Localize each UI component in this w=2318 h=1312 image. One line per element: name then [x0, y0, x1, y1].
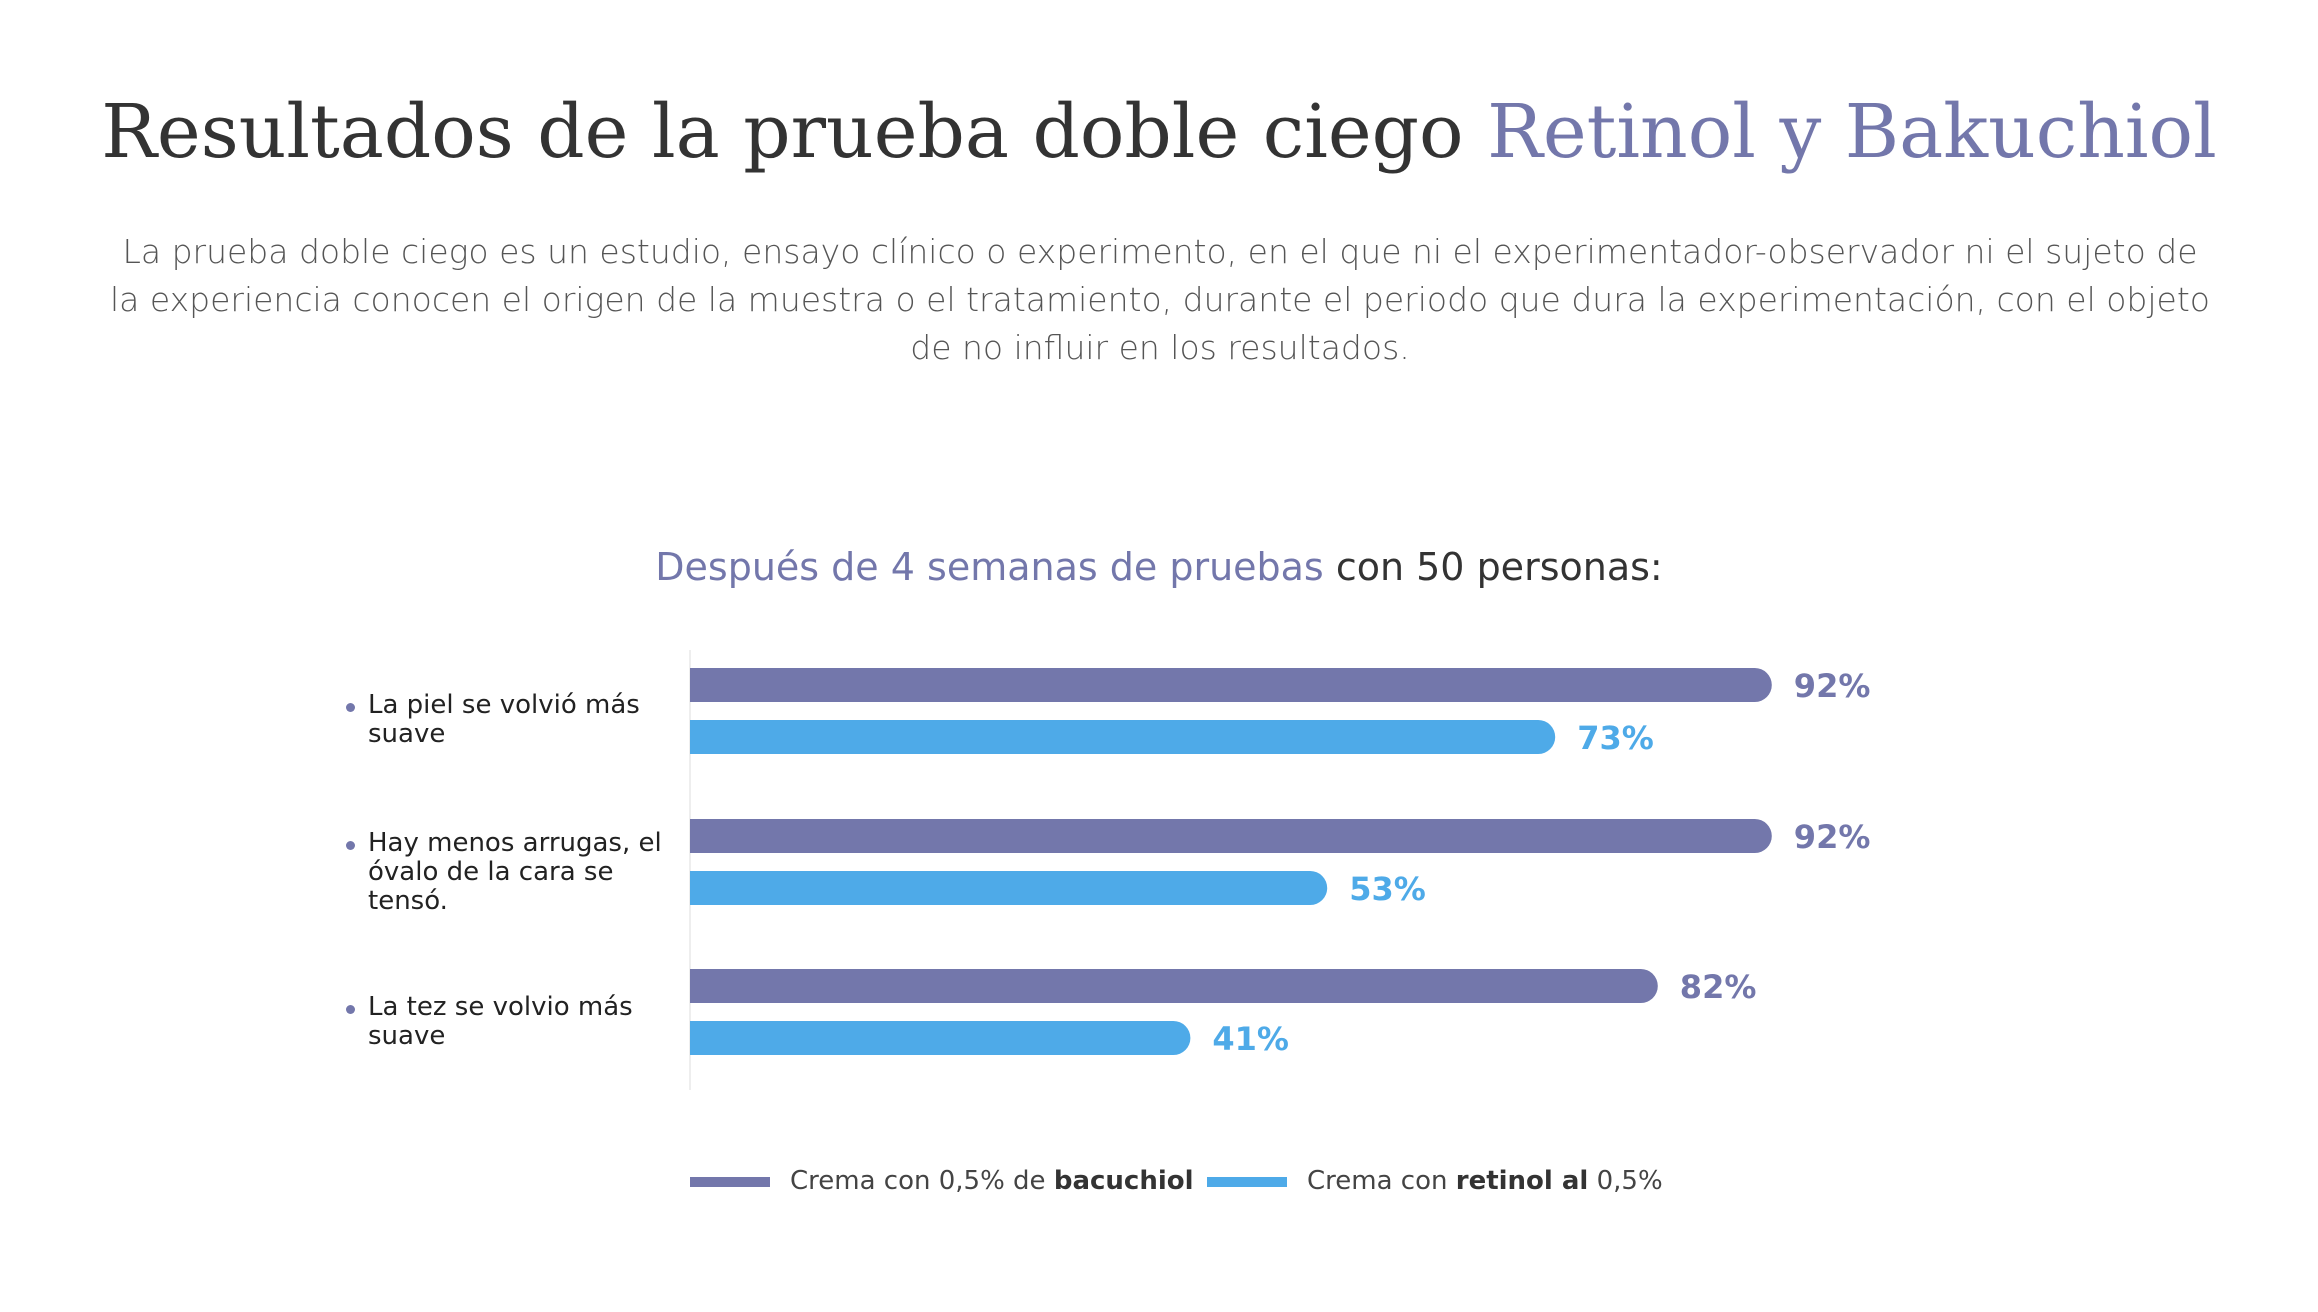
title-accent: Retinol y Bakuchiol — [1487, 89, 2217, 175]
data-label-retinol-0: 73% — [1577, 719, 1654, 757]
data-label-retinol-1: 53% — [1349, 870, 1426, 908]
bar-bakuchiol-1 — [690, 819, 1772, 853]
bar-left-cap — [690, 969, 724, 1003]
page-title: Resultados de la prueba doble ciego Reti… — [0, 89, 2318, 175]
bar-bakuchiol-2 — [690, 969, 1658, 1003]
bar-left-cap — [690, 668, 724, 702]
legend-item-bakuchiol: Crema con 0,5% de bacuchiol — [690, 1166, 1194, 1196]
bar-left-cap — [690, 1021, 724, 1055]
legend-swatch-retinol — [1207, 1176, 1287, 1187]
chart-heading-accent: Después de 4 semanas de pruebas — [655, 545, 1324, 589]
legend-item-retinol: Crema con retinol al 0,5% — [1207, 1166, 1663, 1196]
bullet-dot — [346, 1005, 355, 1014]
bar-bakuchiol-0 — [690, 668, 1772, 702]
bullet-dot — [346, 841, 355, 850]
category-label-complexion-softer: La tez se volvio más suave — [346, 993, 676, 1051]
data-label-bakuchiol-1: 92% — [1794, 818, 1871, 856]
bar-left-cap — [690, 720, 724, 754]
bar-retinol-2 — [690, 1021, 1191, 1055]
chart-heading: Después de 4 semanas de pruebas con 50 p… — [0, 545, 2318, 589]
intro-paragraph: La prueba doble ciego es un estudio, ens… — [110, 232, 2210, 367]
data-label-bakuchiol-0: 92% — [1794, 667, 1871, 705]
bar-retinol-1 — [690, 871, 1328, 905]
legend-swatch-bakuchiol — [690, 1176, 770, 1187]
bar-retinol-0 — [690, 720, 1556, 754]
bullet-dot — [346, 703, 355, 712]
bar-left-cap — [690, 819, 724, 853]
data-label-retinol-2: 41% — [1212, 1020, 1289, 1058]
category-label-skin-softer: La piel se volvió más suave — [346, 691, 676, 749]
bar-left-cap — [690, 871, 724, 905]
data-label-bakuchiol-2: 82% — [1680, 968, 1757, 1006]
chart-heading-rest: con 50 personas: — [1335, 545, 1663, 589]
title-main: Resultados de la prueba doble ciego — [101, 89, 1464, 175]
chart-axis-line — [689, 650, 691, 1090]
category-label-fewer-wrinkles: Hay menos arrugas, el óvalo de la cara s… — [346, 829, 676, 916]
